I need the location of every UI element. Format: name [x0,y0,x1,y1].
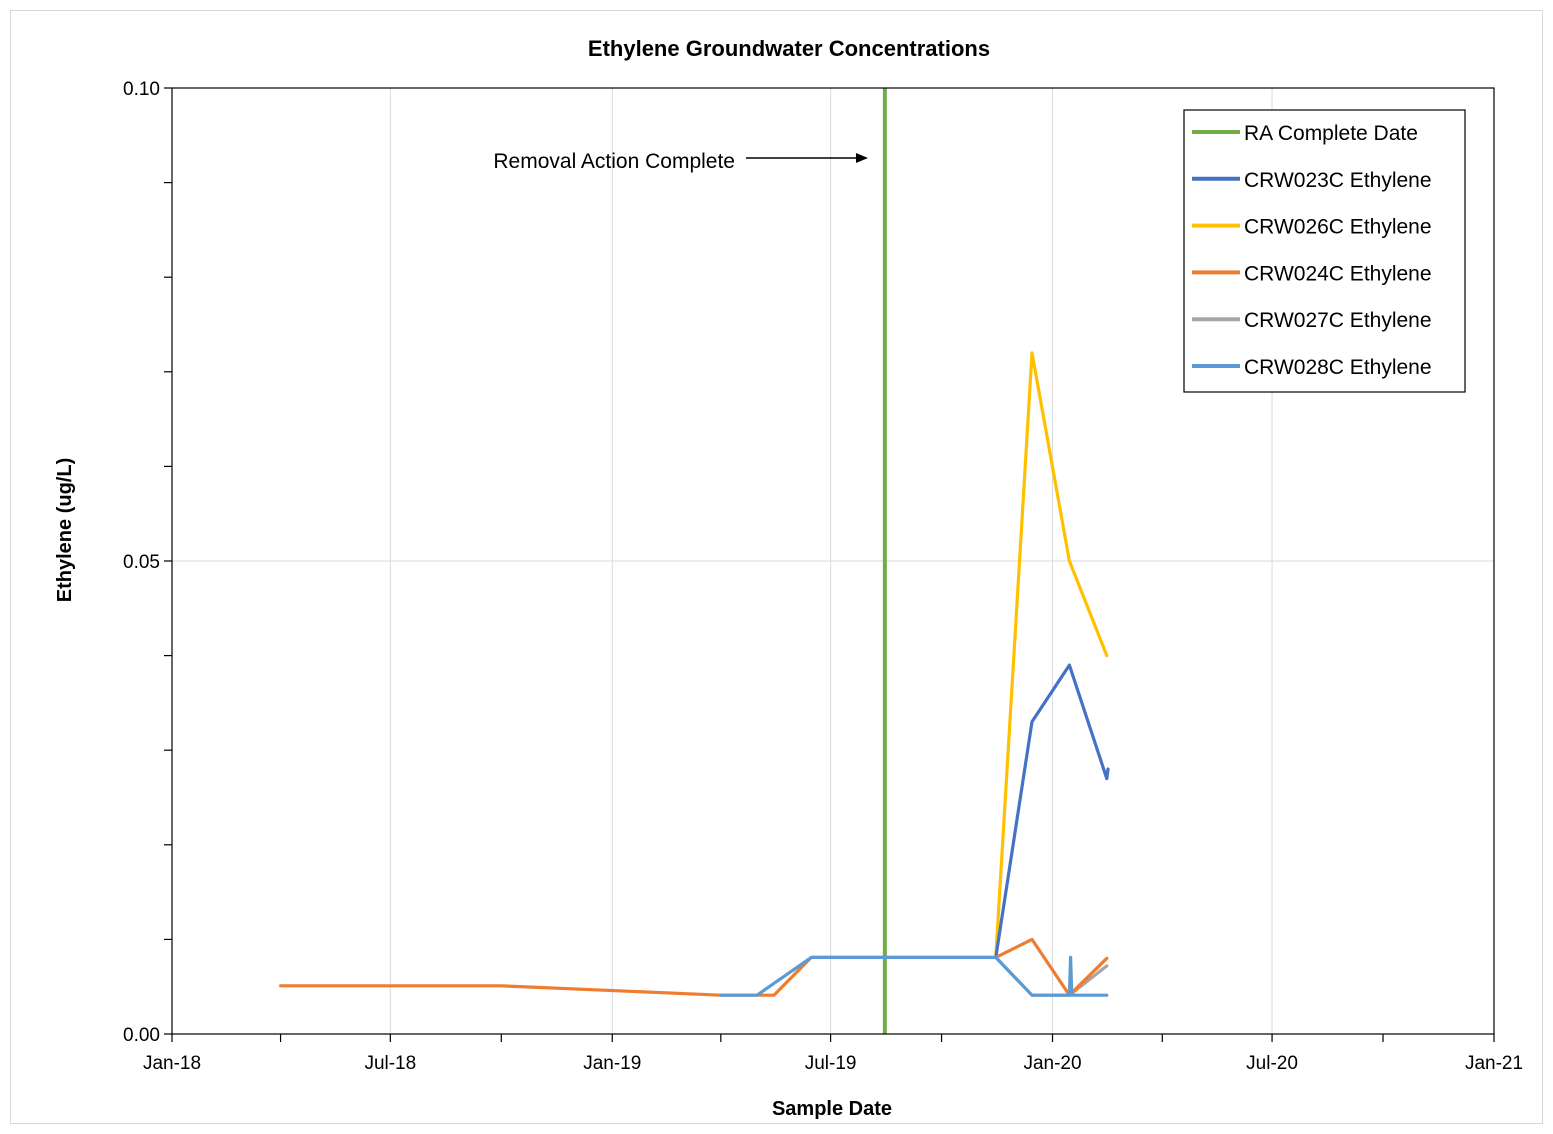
x-tick-label: Jan-20 [1023,1053,1081,1074]
x-tick-label: Jul-18 [364,1053,416,1074]
x-tick-label: Jan-21 [1465,1053,1523,1074]
legend-box [1183,109,1466,393]
y-axis-title: Ethylene (ug/L) [54,458,76,602]
axis-ticks [164,87,1495,1042]
legend-label-crw028c-ethylene: CRW028C Ethylene [1244,356,1432,379]
x-tick-label: Jul-20 [1246,1053,1298,1074]
legend-label-crw023c-ethylene: CRW023C Ethylene [1244,169,1432,192]
x-tick-label: Jul-19 [805,1053,857,1074]
annotation-arrow [746,153,868,163]
series-crw028c-ethylene [719,955,1109,997]
legend-label-crw026c-ethylene: CRW026C Ethylene [1244,216,1432,239]
chart-title: Ethylene Groundwater Concentrations [588,36,990,61]
legend-label-ra-complete-date: RA Complete Date [1244,122,1418,145]
annotation-arrow-head [855,153,868,163]
chart-frame [10,10,1543,1124]
tick-labels: Jan-18 Jul-18 Jan-19 Jul-19 Jan-20 Jul-20 Jan-… [123,79,1523,1074]
legend: RA Complete Date CRW023C Ethylene CRW026C … [1183,109,1466,393]
x-tick-label: Jan-18 [143,1053,201,1074]
series-crw023c-ethylene [994,663,1110,960]
legend-label-crw024c-ethylene: CRW024C Ethylene [1244,262,1432,285]
series-crw026c-ethylene [994,351,1109,960]
x-axis-title: Sample Date [772,1098,892,1120]
annotation-text: Removal Action Complete [493,150,735,173]
x-tick-label: Jan-19 [583,1053,641,1074]
legend-label-crw027c-ethylene: CRW027C Ethylene [1244,309,1432,332]
plot-border [171,87,1495,1035]
y-tick-label: 0.10 [123,79,160,100]
series-layer [279,88,1110,1034]
y-tick-label: 0.05 [123,552,160,573]
y-tick-label: 0.00 [123,1025,160,1046]
